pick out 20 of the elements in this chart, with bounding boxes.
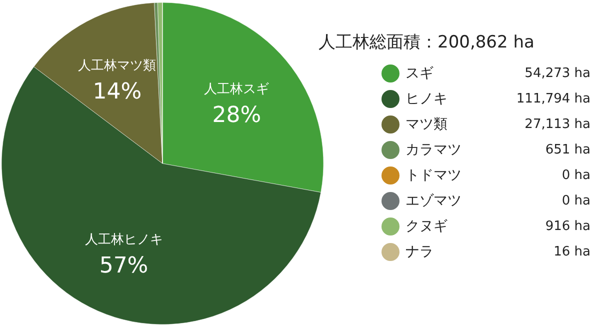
data-label: 111,794 ha [516,92,591,106]
text: 人工林ヒノキ 57% [84,232,163,278]
legend-label: ヒノキ [406,91,448,107]
legend-label: ナラ [406,244,434,260]
text: 人工林スギ 28% [204,82,270,128]
legend-label: トドマツ [406,168,462,184]
data-label: 916 ha [545,219,591,234]
legend-label: エゾマツ [406,193,462,209]
text: 人工林マツ類 14% [78,58,156,105]
legend-label: マツ類 [406,116,448,132]
legend-label: スギ [406,66,434,82]
data-label: 651 ha [545,142,591,158]
data-label: 54,273 ha [524,66,591,81]
data-label: 27,113 ha [524,117,591,132]
legend-label: カラマツ [406,142,462,158]
text: 人工林総面積：200,862 ha [318,32,534,52]
data-label: 16 ha [554,244,591,260]
text: 0 ha [562,194,590,208]
text: 0 ha [562,168,590,183]
legend-label: クヌギ [406,218,448,234]
